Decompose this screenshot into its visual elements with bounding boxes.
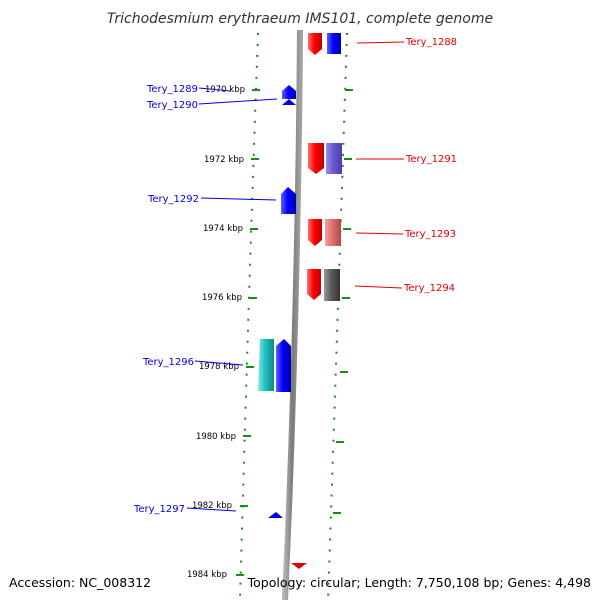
gene-label-tery-1288[interactable]: Tery_1288 xyxy=(405,37,457,48)
forward-gene-arrow[interactable] xyxy=(308,33,322,55)
label-leader-line xyxy=(198,98,278,105)
forward-strand-features xyxy=(291,33,324,569)
kbp-label: 1974 kbp xyxy=(203,224,243,234)
label-leader-line xyxy=(354,285,403,289)
cds-block[interactable] xyxy=(326,143,342,174)
left-ruler-rail xyxy=(239,32,259,601)
gene-label-tery-1297[interactable]: Tery_1297 xyxy=(133,504,185,515)
reverse-gene-arrow[interactable] xyxy=(282,99,296,105)
gene-label-tery-1294[interactable]: Tery_1294 xyxy=(403,283,455,294)
kbp-label: 1984 kbp xyxy=(187,570,227,580)
reverse-gene-arrow[interactable] xyxy=(281,187,296,214)
cds-block[interactable] xyxy=(327,33,341,54)
right-ruler-rail xyxy=(327,32,348,601)
gene-label-tery-1289[interactable]: Tery_1289 xyxy=(146,84,198,95)
label-leader-line xyxy=(186,507,237,512)
forward-gene-arrow[interactable] xyxy=(308,143,324,174)
forward-gene-arrow[interactable] xyxy=(308,219,322,246)
cds-block[interactable] xyxy=(324,269,340,301)
map-title: Trichodesmium erythraeum IMS101, complet… xyxy=(107,11,493,27)
left-gene-labels: Tery_1289 Tery_1290 Tery_1292 Tery_1296 … xyxy=(133,84,278,515)
cds-block[interactable] xyxy=(325,219,341,246)
reverse-gene-arrow[interactable] xyxy=(282,85,296,99)
cds-features-right xyxy=(324,33,342,301)
forward-gene-arrow[interactable] xyxy=(291,563,307,569)
genome-backbone xyxy=(282,29,303,601)
label-leader-line xyxy=(194,360,244,366)
kbp-label: 1970 kbp xyxy=(205,85,245,95)
kbp-label: 1972 kbp xyxy=(204,155,244,165)
gene-label-tery-1296[interactable]: Tery_1296 xyxy=(142,357,194,368)
label-leader-line xyxy=(356,41,405,44)
topology-text: Topology: circular; Length: 7,750,108 bp… xyxy=(247,575,591,590)
label-leader-line xyxy=(198,87,231,92)
label-leader-line xyxy=(200,197,277,201)
label-leader-line xyxy=(355,232,404,235)
gene-label-tery-1292[interactable]: Tery_1292 xyxy=(147,194,199,205)
gene-label-tery-1290[interactable]: Tery_1290 xyxy=(146,100,198,111)
reverse-gene-arrow[interactable] xyxy=(276,339,291,392)
gene-label-tery-1293[interactable]: Tery_1293 xyxy=(404,229,456,240)
right-gene-labels: Tery_1288 Tery_1291 Tery_1293 Tery_1294 xyxy=(354,37,457,294)
kbp-label: 1982 kbp xyxy=(192,501,232,511)
forward-gene-arrow[interactable] xyxy=(307,269,321,300)
kbp-ticks xyxy=(236,89,353,576)
cds-block-cyan[interactable] xyxy=(258,339,274,391)
kbp-label: 1978 kbp xyxy=(199,362,239,372)
accession-text: Accession: NC_008312 xyxy=(9,575,151,590)
kbp-label: 1976 kbp xyxy=(202,293,242,303)
ruler-rails xyxy=(239,32,348,601)
kbp-label: 1980 kbp xyxy=(196,432,236,442)
reverse-gene-arrow[interactable] xyxy=(268,512,283,518)
reverse-strand-features xyxy=(258,85,296,518)
kbp-labels: 1970 kbp 1972 kbp 1974 kbp 1976 kbp 1978… xyxy=(187,85,245,580)
gene-label-tery-1291[interactable]: Tery_1291 xyxy=(405,154,457,165)
